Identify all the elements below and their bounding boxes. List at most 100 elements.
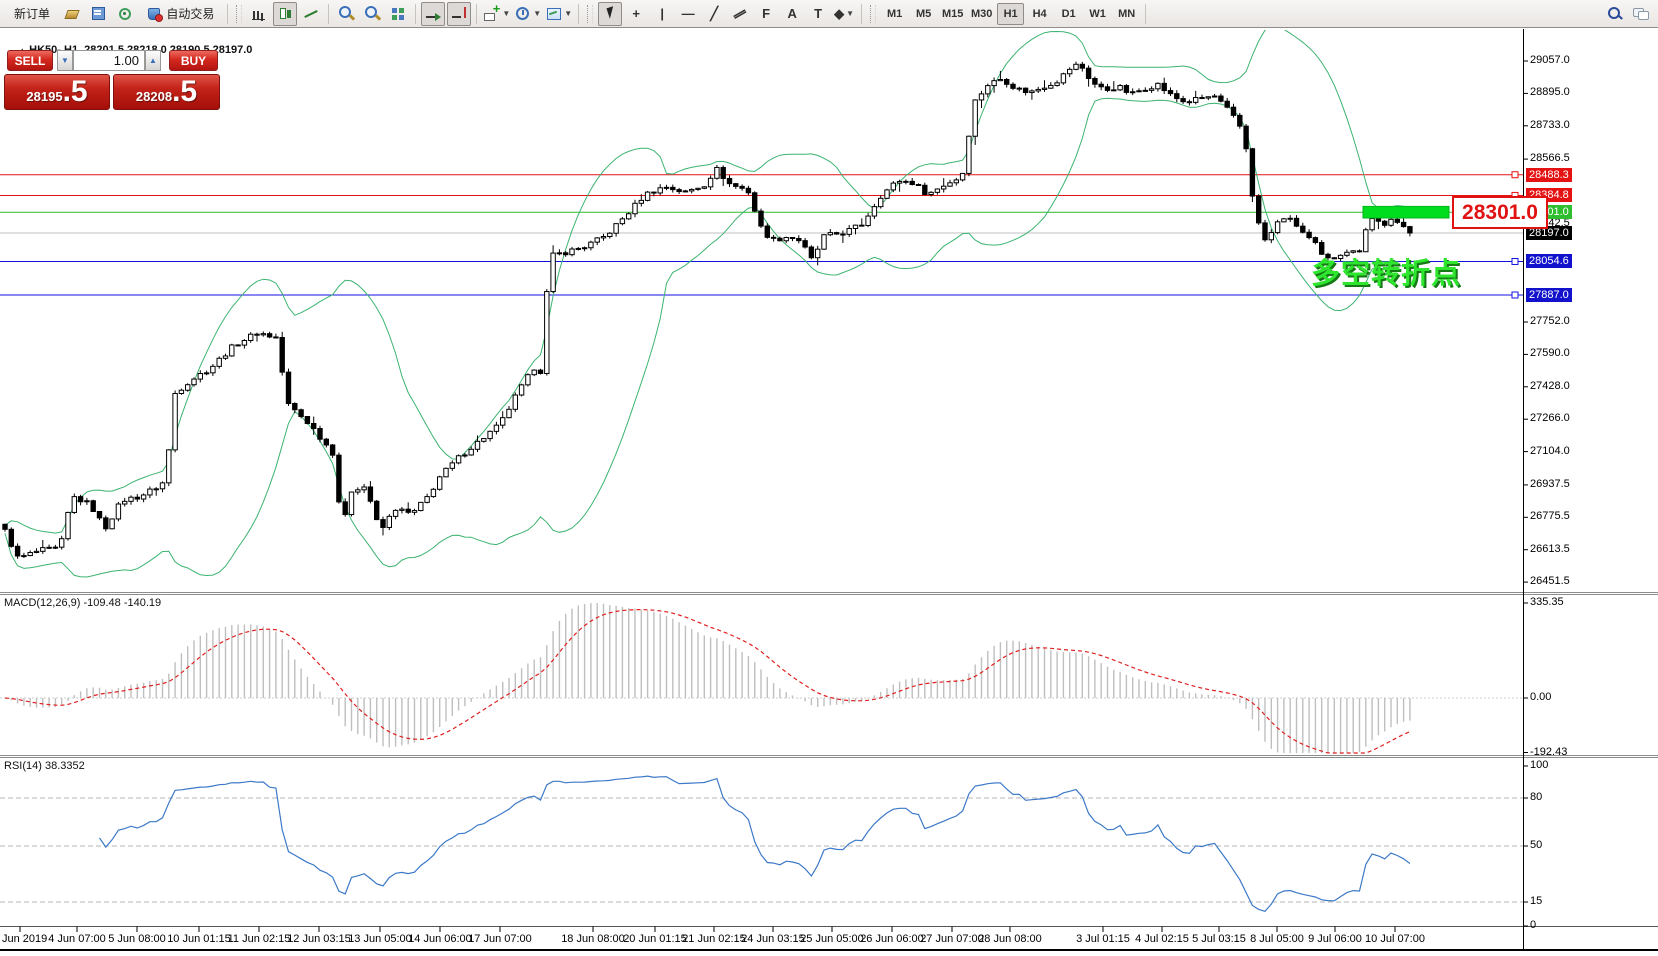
zoom-out-icon [364, 5, 381, 22]
arrows-icon-dropdown-arrow[interactable]: ▼ [846, 9, 855, 18]
templates-icon [545, 5, 562, 22]
toolbar-grip [587, 4, 594, 23]
tf-m1[interactable]: M1 [887, 7, 903, 20]
time-axis-label: 12 Jun 03:15 [287, 933, 351, 945]
toolbar-separator [415, 3, 417, 24]
text-label-icon[interactable]: T [806, 2, 830, 26]
chart-profile-icon[interactable] [86, 2, 110, 26]
zoom-in-icon[interactable] [334, 2, 358, 26]
crosshair-icon: + [632, 6, 640, 21]
price-axis-tick: 26775.5 [1530, 510, 1570, 523]
rsi-axis-tick: 15 [1530, 895, 1543, 907]
indicators-icon-dropdown-arrow[interactable]: ▼ [502, 9, 511, 18]
price-level-badge: 28054.6 [1526, 254, 1572, 269]
price-level-badge: 27887.0 [1526, 288, 1572, 302]
eraser-icon[interactable] [60, 2, 84, 26]
toolbar-grip [236, 4, 243, 23]
search-icon[interactable] [1602, 2, 1626, 26]
price-level-badge: 28488.3 [1526, 167, 1572, 182]
price-axis-tick: 27590.0 [1530, 347, 1570, 360]
crosshair-icon[interactable]: + [624, 2, 648, 26]
buy-button[interactable]: BUY [169, 50, 218, 71]
equidistant-channel-icon[interactable]: ∥ [728, 2, 752, 26]
volume-increase-button[interactable]: ▲ [145, 50, 161, 71]
search-icon [1606, 5, 1623, 22]
indicators-icon [483, 1, 500, 22]
time-axis-label: 8 Jul 05:00 [1250, 933, 1304, 945]
price-axis-tick: 27266.0 [1530, 412, 1570, 425]
price-axis-tick: 29057.0 [1530, 54, 1570, 66]
templates-icon-dropdown-arrow[interactable]: ▼ [564, 9, 573, 18]
chat-icon[interactable] [1628, 2, 1652, 26]
buy-price-main: 28208 [135, 88, 173, 104]
zoom-out-icon[interactable] [360, 2, 384, 26]
zoom-in-icon [338, 5, 355, 22]
candlestick-chart-icon[interactable] [273, 1, 298, 26]
price-axis-tick: 27104.0 [1530, 444, 1570, 457]
time-axis-label: 14 Jun 06:00 [408, 933, 472, 945]
line-chart-icon[interactable] [299, 2, 323, 26]
fibonacci-icon[interactable]: F [754, 2, 778, 26]
tf-m5[interactable]: M5 [916, 7, 932, 20]
new-order-button[interactable]: 新订单 [14, 7, 51, 21]
auto-scroll-icon [425, 5, 442, 22]
tf-mn[interactable]: MN [1118, 7, 1136, 20]
vertical-line-icon[interactable]: | [650, 2, 674, 26]
periods-icon-dropdown-arrow[interactable]: ▼ [533, 9, 542, 18]
arrows-icon: ◆ [834, 5, 845, 21]
price-axis-tick: 28733.0 [1530, 118, 1570, 131]
price-axis-tick: 28895.0 [1530, 86, 1570, 99]
time-axis-label: 27 Jun 07:00 [920, 933, 984, 945]
tf-w1[interactable]: W1 [1089, 7, 1106, 20]
macd-axis-tick: 335.35 [1530, 596, 1564, 608]
horizontal-line-icon[interactable]: — [676, 2, 700, 26]
auto-trading-button[interactable]: 自动交易 [138, 2, 222, 26]
time-axis-label: 5 Jul 03:15 [1192, 933, 1246, 945]
bar-chart-icon[interactable] [247, 2, 271, 26]
arrows-icon[interactable]: ◆ ▼ [832, 2, 856, 26]
price-axis-tick: 27428.0 [1530, 379, 1570, 392]
tf-h1[interactable]: H1 [997, 2, 1025, 25]
time-axis-label: 5 Jun 08:00 [108, 933, 166, 945]
tile-windows-icon [390, 5, 407, 22]
tf-d1[interactable]: D1 [1061, 7, 1076, 20]
periods-icon[interactable]: ▼ [513, 2, 542, 26]
trendline-icon: ╱ [710, 5, 719, 21]
time-axis-label: 3 Jul 01:15 [1076, 933, 1130, 945]
buy-price-box[interactable]: 28208.5 [113, 74, 220, 110]
chart-shift-icon[interactable] [447, 1, 472, 26]
price-axis-tick: 28566.5 [1530, 152, 1570, 165]
time-axis-label: Jun 2019 [2, 933, 48, 945]
time-axis-label: 9 Jul 06:00 [1308, 933, 1362, 945]
indicators-icon[interactable]: ▼ [482, 1, 511, 26]
volume-input[interactable]: 1.00 [73, 50, 145, 71]
sell-price-box[interactable]: 28195.5 [4, 74, 110, 110]
tile-windows-icon[interactable] [386, 2, 410, 26]
text-icon[interactable]: A [780, 2, 804, 26]
price-axis-tick: 26451.5 [1530, 575, 1570, 588]
signal-icon[interactable] [112, 2, 136, 26]
tf-m30[interactable]: M30 [970, 7, 993, 20]
main-toolbar: 新订单 自动交易▼▼▼+|—╱∥FAT◆▼M1M5M15M30H1H4D1W1M… [0, 0, 1658, 28]
auto-trading-icon [146, 5, 164, 22]
toolbar-separator [1145, 3, 1147, 24]
auto-scroll-icon[interactable] [421, 1, 446, 26]
macd-indicator-title: MACD(12,26,9) -109.48 -140.19 [4, 597, 162, 609]
turning-point-annotation[interactable]: 多空转折点 [1311, 258, 1462, 290]
volume-decrease-button[interactable]: ▼ [57, 50, 73, 71]
tf-m15[interactable]: M15 [941, 7, 964, 20]
rsi-axis-tick: 80 [1530, 791, 1543, 803]
time-axis-label: 11 Jun 02:15 [227, 933, 291, 945]
templates-icon[interactable]: ▼ [544, 2, 573, 26]
toolbar-separator [476, 3, 478, 24]
cursor-icon[interactable] [598, 1, 623, 26]
buy-price-frac: .5 [172, 75, 198, 108]
time-axis-label: 21 Jun 02:15 [682, 933, 746, 945]
time-axis-label: 20 Jun 01:15 [623, 933, 687, 945]
trendline-icon[interactable]: ╱ [702, 2, 726, 26]
sell-price-frac: .5 [62, 75, 88, 108]
price-flag-label[interactable]: 28301.0 [1452, 196, 1548, 229]
tf-h4[interactable]: H4 [1032, 7, 1047, 20]
sell-button[interactable]: SELL [7, 50, 53, 71]
